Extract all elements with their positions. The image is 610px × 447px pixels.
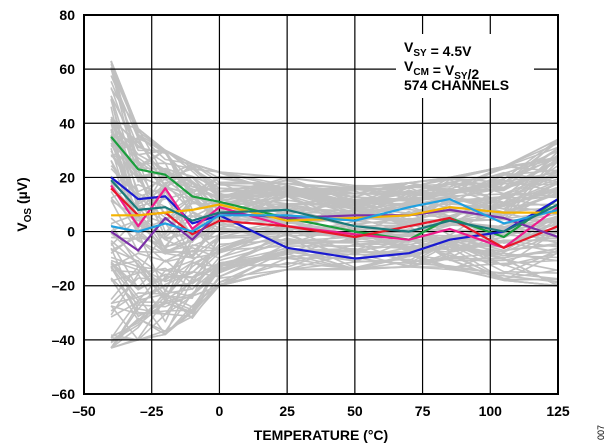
x-tick-label: 25 bbox=[279, 403, 295, 419]
y-tick-label: –40 bbox=[52, 332, 76, 348]
y-tick-labels: –60 –40 –20 0 20 40 60 80 bbox=[52, 7, 76, 402]
y-tick-label: 60 bbox=[59, 61, 75, 77]
annotation-line-1: VSY = 4.5V bbox=[404, 39, 472, 59]
annotation-line-3: 574 CHANNELS bbox=[404, 77, 509, 93]
plot-frame bbox=[83, 14, 559, 395]
x-tick-label: –25 bbox=[140, 403, 164, 419]
y-label-sub: OS bbox=[23, 208, 34, 223]
x-tick-label: 0 bbox=[216, 403, 224, 419]
x-tick-label: –50 bbox=[72, 403, 96, 419]
x-tick-labels: –50 –25 0 25 50 75 100 125 bbox=[72, 403, 570, 419]
y-tick-label: –20 bbox=[52, 278, 76, 294]
x-tick-label: 100 bbox=[479, 403, 503, 419]
series-line-2 bbox=[110, 176, 559, 260]
y-axis-label: VOS (µV) bbox=[14, 177, 34, 231]
y-label-main: V bbox=[14, 222, 30, 232]
series-line-8 bbox=[110, 179, 559, 233]
y-tick-label: 0 bbox=[67, 224, 75, 240]
highlighted-series bbox=[110, 136, 559, 260]
series-line-7 bbox=[110, 198, 559, 233]
figure-id: 007 bbox=[596, 425, 606, 440]
series-line-6 bbox=[111, 203, 558, 222]
y-tick-label: –60 bbox=[52, 386, 76, 402]
y-tick-label: 20 bbox=[59, 169, 75, 185]
y-label-unit: (µV) bbox=[14, 177, 30, 208]
y-tick-label: 80 bbox=[59, 7, 75, 23]
x-axis-label: TEMPERATURE (°C) bbox=[254, 427, 388, 443]
annotation-line-2: VCM = VSY/2 bbox=[404, 58, 479, 82]
y-tick-label: 40 bbox=[59, 115, 75, 131]
background-channel-curves bbox=[110, 60, 559, 349]
x-tick-label: 125 bbox=[546, 403, 570, 419]
series-line-5 bbox=[110, 208, 559, 252]
annotation-background bbox=[396, 34, 534, 98]
x-tick-label: 75 bbox=[415, 403, 431, 419]
x-tick-label: 50 bbox=[347, 403, 363, 419]
